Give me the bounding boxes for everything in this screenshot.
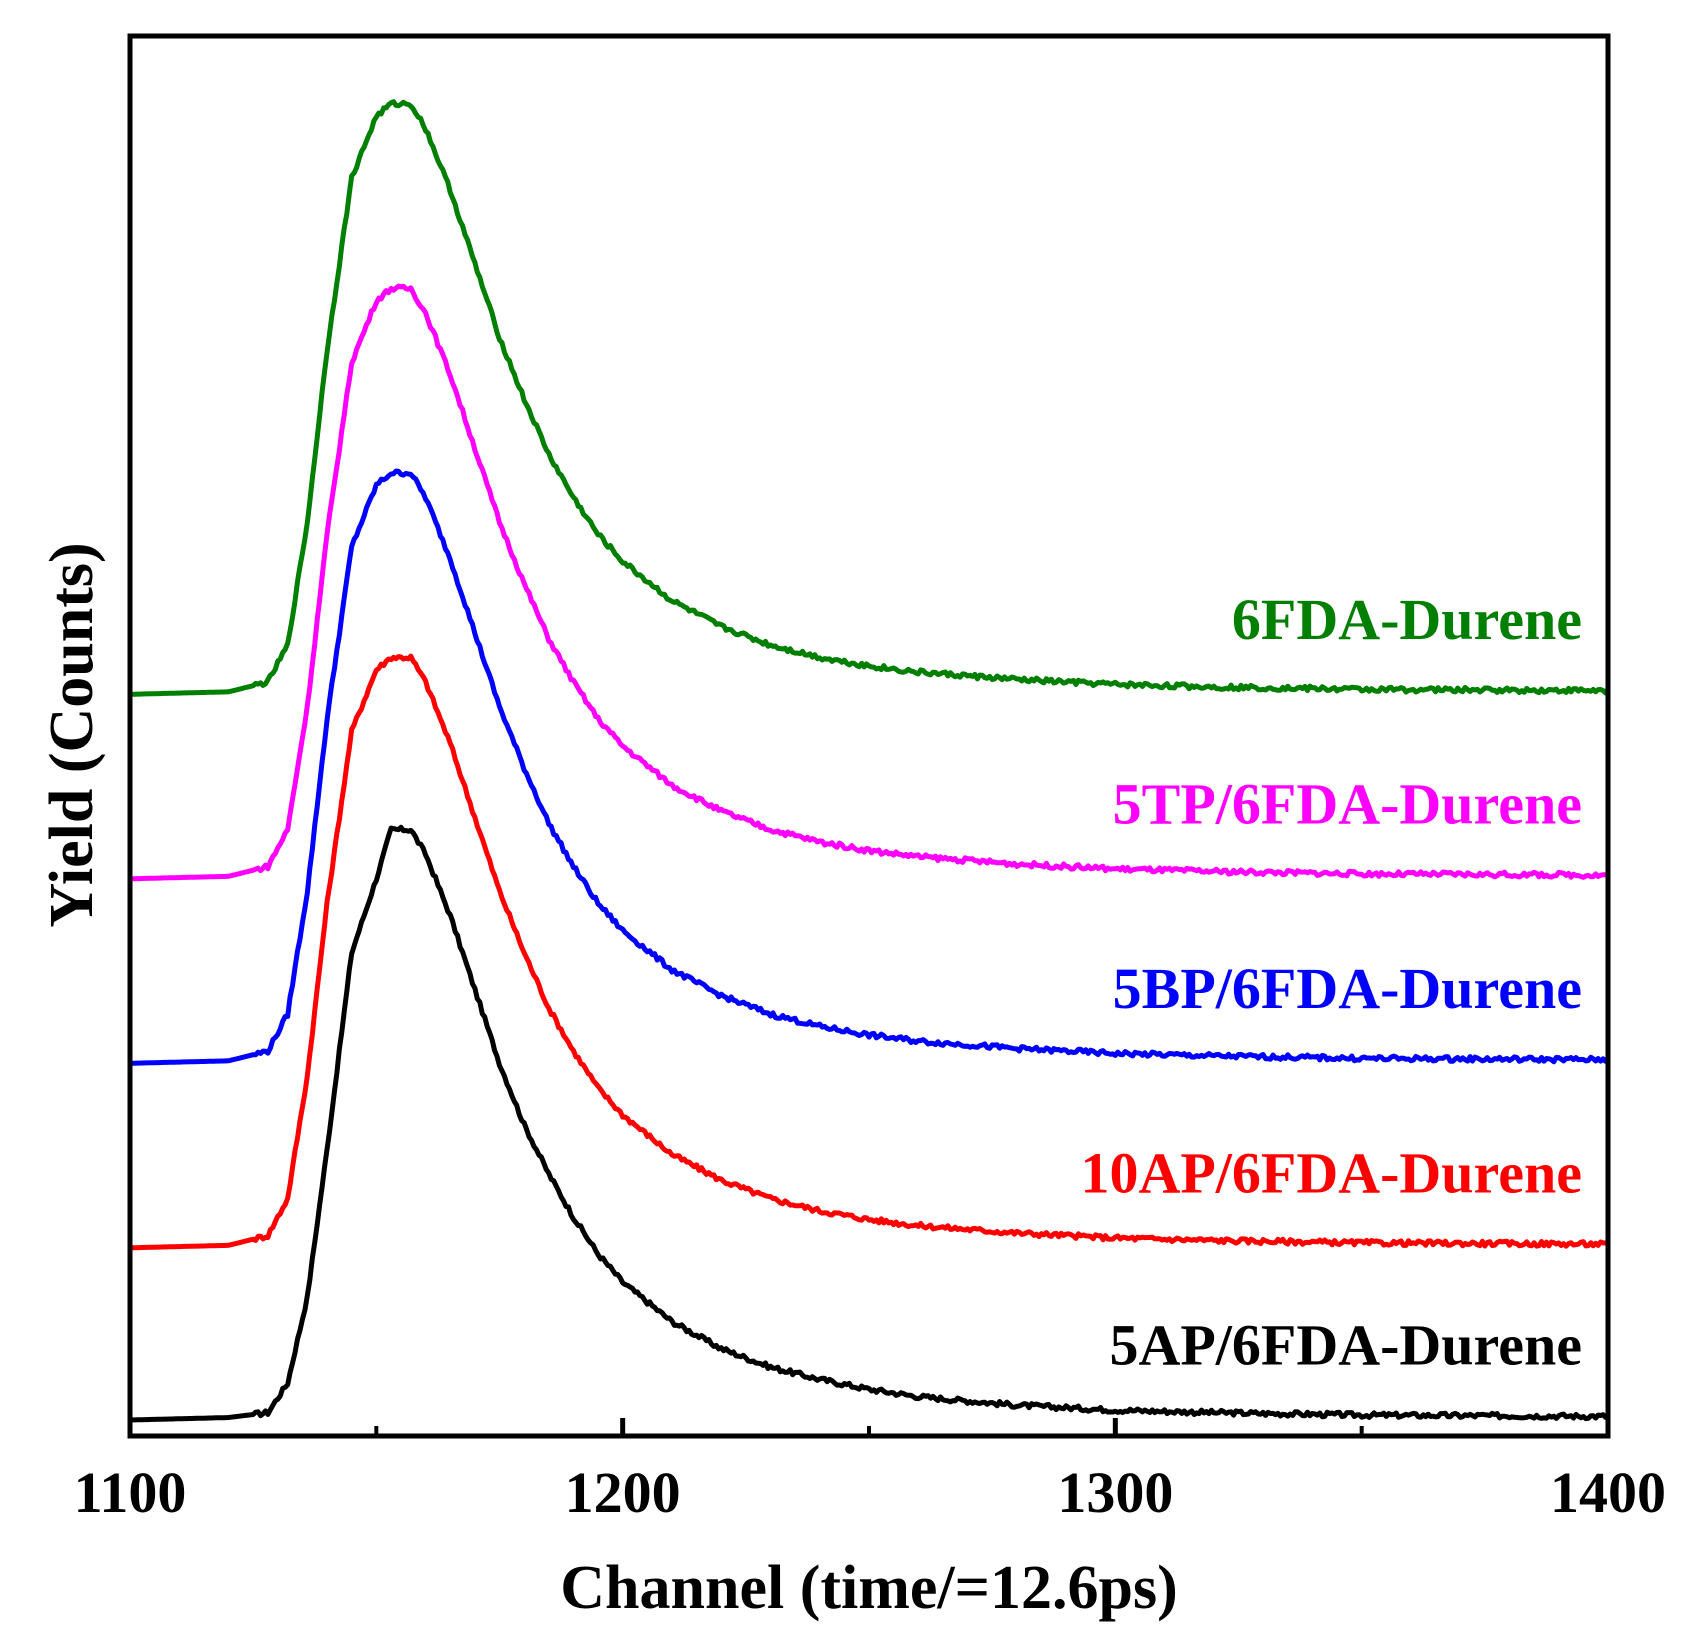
series-labels: 5AP/6FDA-Durene 10AP/6FDA-Durene 5BP/6FDA-… [1080,587,1582,1378]
series-line-5ap-6fda-durene [129,824,1610,1423]
y-axis-title: Yield (Counts) [38,542,106,927]
series-label-6fda-durene: 6FDA-Durene [1232,587,1582,652]
x-tick-label: 1200 [565,1460,681,1525]
series-label-5ap-6fda-durene: 5AP/6FDA-Durene [1109,1313,1582,1378]
x-axis-ticks [127,1418,1611,1436]
x-tick-label: 1100 [74,1460,187,1525]
series-line-10ap-6fda-durene [129,653,1609,1251]
x-axis-tick-labels: 1100 1200 1300 1400 [74,1460,1666,1525]
series-line-5tp-6fda-durene [129,283,1609,882]
x-axis-title: Channel (time/=12.6ps) [560,1554,1177,1622]
x-tick-label: 1400 [1550,1460,1666,1525]
series-label-5bp-6fda-durene: 5BP/6FDA-Durene [1113,956,1582,1021]
series-label-10ap-6fda-durene: 10AP/6FDA-Durene [1080,1141,1582,1206]
series-line-6fda-durene [129,99,1611,697]
series-label-5tp-6fda-durene: 5TP/6FDA-Durene [1113,772,1582,837]
x-tick-label: 1300 [1057,1460,1173,1525]
curves-group [129,99,1611,1423]
series-line-5bp-6fda-durene [129,468,1609,1066]
